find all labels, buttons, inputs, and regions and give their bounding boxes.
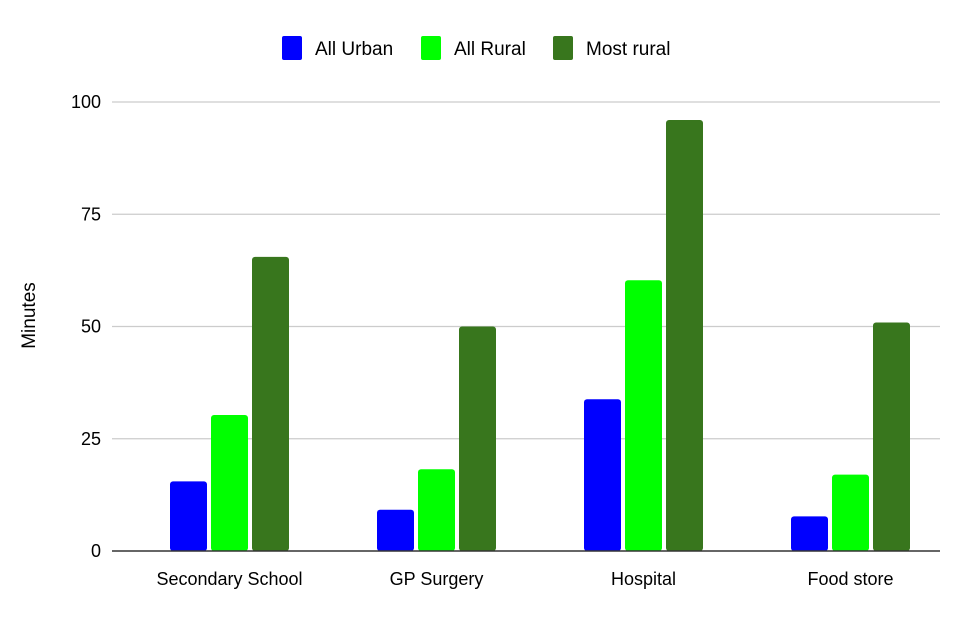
x-tick-label: Secondary School xyxy=(156,569,302,589)
y-tick-label: 0 xyxy=(91,541,101,561)
bar-most-rural xyxy=(666,119,703,552)
bar-all-urban xyxy=(170,481,207,551)
x-tick-label: Hospital xyxy=(611,569,676,589)
x-tick-label: GP Surgery xyxy=(390,569,484,589)
y-tick-label: 25 xyxy=(81,429,101,449)
legend-label: All Urban xyxy=(315,39,393,60)
bar-most-rural xyxy=(252,256,289,551)
bar-all-rural xyxy=(832,474,869,551)
y-tick-label: 75 xyxy=(81,204,101,224)
bar-all-rural xyxy=(211,414,248,551)
bar-most-rural xyxy=(459,326,496,551)
legend: All Urban All Rural Most rural xyxy=(282,36,670,60)
bar-most-rural xyxy=(873,322,910,551)
y-tick-label: 100 xyxy=(71,92,101,112)
legend-label: All Rural xyxy=(454,39,526,60)
y-axis-ticks: 0 25 50 75 100 xyxy=(71,92,101,561)
x-axis-ticks: Secondary School GP Surgery Hospital Food s… xyxy=(156,569,893,589)
bar-all-rural xyxy=(418,469,455,551)
x-tick-label: Food store xyxy=(807,569,893,589)
gridlines xyxy=(112,101,940,440)
y-axis-label: Minutes xyxy=(19,282,40,349)
bar-all-urban xyxy=(584,399,621,551)
bar-all-urban xyxy=(377,509,414,551)
bar-all-rural xyxy=(625,280,662,551)
bar-all-urban xyxy=(791,516,828,551)
y-tick-label: 50 xyxy=(81,317,101,337)
legend-swatch xyxy=(282,36,302,60)
legend-swatch xyxy=(421,36,441,60)
legend-label: Most rural xyxy=(586,39,670,60)
bars xyxy=(170,119,910,552)
legend-swatch xyxy=(553,36,573,60)
